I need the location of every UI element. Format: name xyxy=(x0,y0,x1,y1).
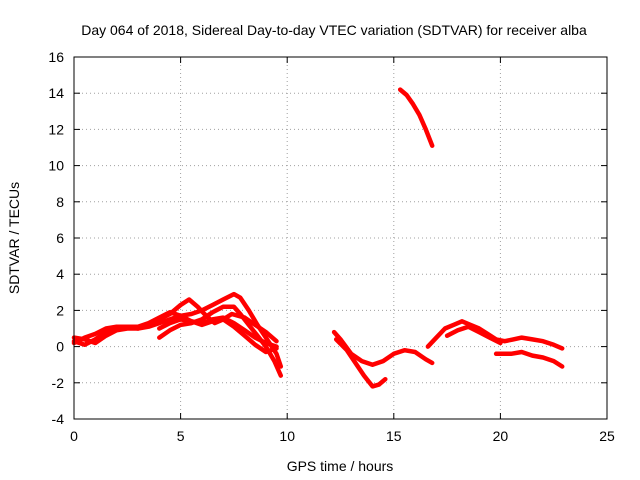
y-tick-label: 10 xyxy=(48,158,64,174)
plot-frame xyxy=(73,56,608,420)
grid xyxy=(74,57,607,419)
y-tick-label: 8 xyxy=(56,194,64,210)
y-tick-label: -4 xyxy=(52,411,65,427)
x-tick-label: 15 xyxy=(386,428,402,444)
y-axis-label: SDTVAR / TECUs xyxy=(6,182,22,294)
y-tick-label: -2 xyxy=(52,375,65,391)
chart-title: Day 064 of 2018, Sidereal Day-to-day VTE… xyxy=(81,22,587,38)
y-tick-label: 14 xyxy=(48,85,64,101)
y-tick-label: 16 xyxy=(48,49,64,65)
axis-ticks xyxy=(73,56,608,420)
y-tick-label: 2 xyxy=(56,302,64,318)
plot-series xyxy=(71,87,565,389)
series-arc-10 xyxy=(444,324,503,346)
series-arc-05 xyxy=(157,317,279,355)
y-tick-labels: -4 -2 0 2 4 6 8 10 12 14 16 xyxy=(48,49,64,427)
series-arc-11 xyxy=(493,349,565,369)
x-tick-label: 25 xyxy=(599,428,615,444)
x-tick-label: 20 xyxy=(493,428,509,444)
x-tick-label: 5 xyxy=(177,428,185,444)
y-tick-label: 6 xyxy=(56,230,64,246)
series-arc-07 xyxy=(333,337,388,389)
y-tick-label: 4 xyxy=(56,266,64,282)
series-arc-06 xyxy=(331,329,435,367)
x-tick-label: 10 xyxy=(279,428,295,444)
series-arc-03 xyxy=(71,291,284,369)
x-tick-label: 0 xyxy=(70,428,78,444)
x-axis-label: GPS time / hours xyxy=(287,458,394,474)
x-tick-labels: 0 5 10 15 20 25 xyxy=(70,428,615,444)
y-tick-label: 0 xyxy=(56,339,64,355)
series-arc-08 xyxy=(397,87,435,148)
y-tick-label: 12 xyxy=(48,121,64,137)
series-arc-04 xyxy=(157,304,284,378)
